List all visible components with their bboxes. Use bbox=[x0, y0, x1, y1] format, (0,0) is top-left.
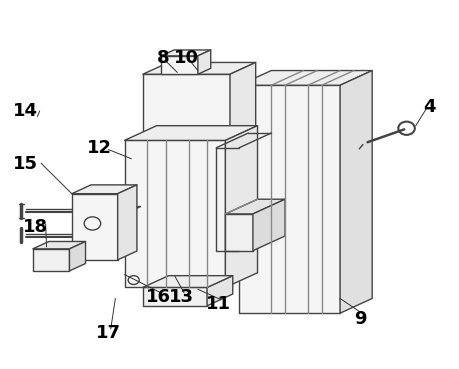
Polygon shape bbox=[225, 214, 252, 251]
Polygon shape bbox=[101, 207, 140, 214]
Polygon shape bbox=[239, 70, 371, 85]
Polygon shape bbox=[161, 50, 210, 56]
Text: 11: 11 bbox=[206, 295, 230, 313]
Text: 17: 17 bbox=[96, 324, 121, 342]
Polygon shape bbox=[69, 241, 85, 271]
Polygon shape bbox=[230, 62, 255, 155]
Polygon shape bbox=[161, 56, 197, 74]
Polygon shape bbox=[252, 199, 285, 251]
Polygon shape bbox=[239, 85, 339, 313]
Text: 14: 14 bbox=[13, 102, 39, 120]
Polygon shape bbox=[124, 140, 225, 287]
Text: 8: 8 bbox=[157, 49, 169, 67]
Text: 16: 16 bbox=[146, 287, 171, 306]
Polygon shape bbox=[72, 185, 137, 194]
Text: 10: 10 bbox=[174, 49, 198, 67]
Polygon shape bbox=[339, 70, 371, 313]
Polygon shape bbox=[33, 241, 85, 249]
Text: 9: 9 bbox=[354, 310, 366, 328]
Polygon shape bbox=[143, 287, 207, 306]
Polygon shape bbox=[101, 214, 124, 251]
Polygon shape bbox=[124, 126, 257, 140]
Polygon shape bbox=[225, 199, 285, 214]
Text: 15: 15 bbox=[13, 155, 39, 173]
Polygon shape bbox=[225, 126, 257, 287]
Polygon shape bbox=[143, 74, 230, 155]
Text: 18: 18 bbox=[22, 218, 48, 236]
Polygon shape bbox=[143, 62, 255, 74]
Text: 13: 13 bbox=[169, 287, 194, 306]
Polygon shape bbox=[118, 185, 137, 260]
Polygon shape bbox=[33, 249, 69, 271]
Text: 4: 4 bbox=[422, 98, 435, 116]
Polygon shape bbox=[207, 276, 232, 306]
Text: 12: 12 bbox=[87, 139, 112, 157]
Polygon shape bbox=[143, 276, 232, 287]
Polygon shape bbox=[72, 194, 118, 260]
Polygon shape bbox=[197, 50, 210, 74]
